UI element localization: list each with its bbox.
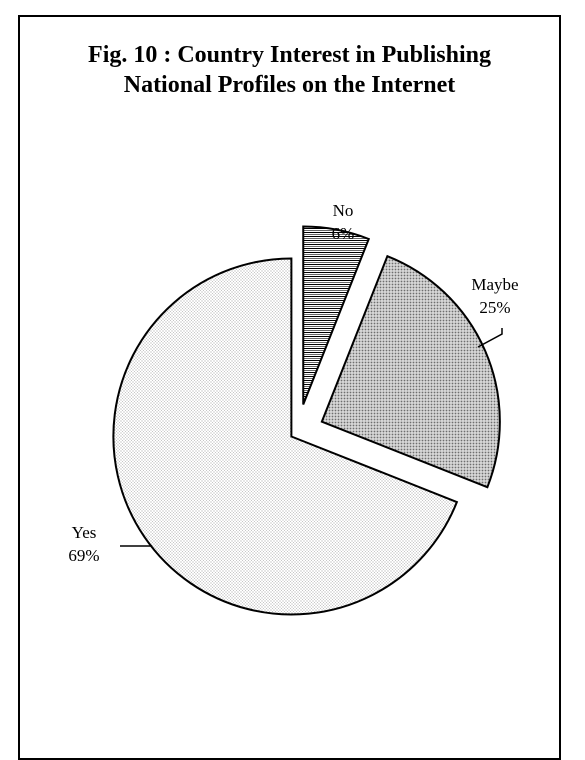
slice-label-maybe: Maybe	[471, 275, 518, 294]
chart-title-line-1: Fig. 10 : Country Interest in Publishing	[88, 42, 491, 68]
pie-slice-maybe	[320, 254, 501, 489]
leader-line-maybe	[477, 328, 503, 348]
slice-percent-no: 6%	[332, 224, 355, 243]
pie-slices	[112, 225, 501, 616]
slice-percent-maybe: 25%	[479, 298, 510, 317]
pie-labels: No 6% Maybe 25% Yes 69%	[68, 201, 518, 565]
chart-title: Fig. 10 : Country Interest in Publishing…	[18, 40, 561, 100]
slice-label-no: No	[333, 201, 354, 220]
slice-percent-yes: 69%	[68, 546, 99, 565]
slice-label-yes: Yes	[72, 523, 97, 542]
chart-title-line-2: National Profiles on the Internet	[123, 72, 456, 98]
pie-slice-no	[302, 225, 371, 405]
pie-slice-yes	[112, 257, 459, 616]
